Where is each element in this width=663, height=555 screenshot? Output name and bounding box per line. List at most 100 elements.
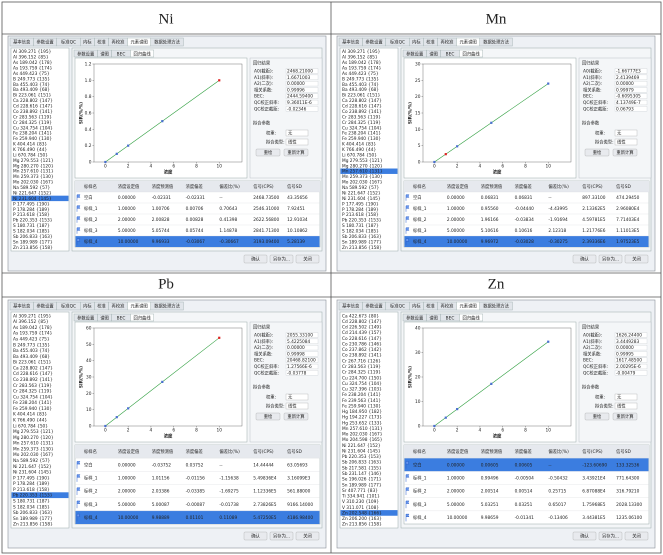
element-item[interactable]: Mn 257.610 {131} <box>13 169 54 175</box>
element-item[interactable]: Mo 202.030 {167} <box>342 180 383 186</box>
element-item[interactable]: Cr 283.563 {119} <box>342 114 381 120</box>
element-item[interactable]: P 213.618 {158} <box>342 212 379 218</box>
element-item[interactable]: Hg 253.652 {133} <box>342 420 382 426</box>
element-item[interactable]: P 213.618 {158} <box>13 212 50 218</box>
subtab[interactable] <box>130 49 154 58</box>
element-item[interactable]: P 178.284 {189} <box>13 207 50 213</box>
element-item[interactable]: Zn 213.856 {158} <box>13 522 53 528</box>
element-item[interactable]: Fe 259.940 {130} <box>13 406 52 412</box>
element-item[interactable]: Ca 228.802 {147} <box>13 365 53 371</box>
element-item[interactable]: Ba 493.409 {68} <box>13 354 50 360</box>
element-item[interactable]: Ni 221.647 {152} <box>13 190 52 196</box>
element-item[interactable]: Pb 220.353 {153} <box>13 218 53 224</box>
element-item[interactable]: Ca 228.802 {147} <box>13 98 53 104</box>
element-item[interactable]: Ni 221.647 {152} <box>342 190 381 196</box>
element-item[interactable]: K 404.414 {83} <box>13 142 48 148</box>
element-item[interactable]: S 180.731 {187} <box>13 498 50 504</box>
element-item[interactable]: As 189.042 {178} <box>342 60 382 66</box>
element-item[interactable]: S 180.731 {187} <box>342 223 379 229</box>
element-item[interactable]: Sb 231.147 {146} <box>342 471 382 477</box>
element-item[interactable]: P 178.284 {189} <box>342 207 379 213</box>
button[interactable] <box>269 254 294 264</box>
dropdown[interactable] <box>285 402 309 410</box>
element-item[interactable]: Mn 257.610 {131} <box>13 441 54 447</box>
element-item[interactable]: Cu 324.754 {104} <box>13 394 53 400</box>
tab[interactable] <box>479 37 513 47</box>
element-item[interactable]: B 249.773 {135} <box>13 76 50 82</box>
element-item[interactable]: Na 589.592 {57} <box>342 185 380 191</box>
button[interactable] <box>584 148 610 157</box>
element-item[interactable]: Mo 202.030 {167} <box>13 452 54 458</box>
element-item[interactable]: Cr 284.325 {119} <box>342 120 381 126</box>
element-item[interactable]: Na 589.592 {57} <box>13 185 51 191</box>
element-item[interactable]: Bi 223.061 {151} <box>342 93 381 99</box>
element-item[interactable]: S 182.034 {185} <box>342 228 379 234</box>
element-item[interactable]: Ba 455.403 {74} <box>13 82 50 88</box>
element-item[interactable]: Mg 280.270 {120} <box>13 435 54 441</box>
element-item[interactable]: Sn 189.989 {177} <box>342 239 382 245</box>
element-item[interactable]: Mo 204.598 {165} <box>342 437 383 443</box>
element-item[interactable]: Cd 228.802 {147} <box>342 319 382 325</box>
element-item[interactable]: Mo 202.030 {167} <box>342 432 383 438</box>
element-item[interactable]: Co 228.616 {147} <box>342 336 382 342</box>
element-item[interactable]: Li 670.784 {50} <box>13 152 48 158</box>
element-item[interactable]: Ni 231.604 {145} <box>342 196 381 202</box>
element-item[interactable]: Cr 284.325 {119} <box>342 370 381 376</box>
element-item[interactable]: Mn 257.610 {131} <box>342 426 383 432</box>
element-item[interactable]: Mg 280.270 {120} <box>342 163 383 169</box>
element-item[interactable]: Cr 284.325 {119} <box>13 389 52 395</box>
element-item[interactable]: As 193.759 {174} <box>13 331 53 337</box>
element-item[interactable]: As 449.423 {75} <box>13 71 50 77</box>
element-item[interactable]: Sn 189.989 {177} <box>13 516 53 522</box>
element-item[interactable]: Al 396.152 {85} <box>13 319 49 325</box>
element-item[interactable]: Ba 455.403 {74} <box>13 348 50 354</box>
element-item[interactable]: Co 238.892 {141} <box>13 377 53 383</box>
element-item[interactable]: Mn 259.373 {130} <box>342 174 383 180</box>
button[interactable] <box>612 148 638 157</box>
button[interactable] <box>269 531 294 541</box>
element-item[interactable]: Cr 267.716 {126} <box>342 358 381 364</box>
button[interactable] <box>283 412 309 421</box>
element-item[interactable]: Cr 283.563 {119} <box>13 383 52 389</box>
element-item[interactable]: Al 309.271 {195} <box>342 49 381 55</box>
element-item[interactable]: Ni 231.604 {145} <box>342 448 381 454</box>
element-item[interactable]: Cr 284.325 {119} <box>13 120 52 126</box>
element-item[interactable]: Co 237.862 {142} <box>342 347 382 353</box>
button[interactable] <box>295 254 320 264</box>
element-item[interactable]: Ni 231.604 {145} <box>13 196 52 202</box>
element-item[interactable]: Cr 283.563 {119} <box>13 114 52 120</box>
element-item[interactable]: Co 230.786 {146} <box>342 341 382 347</box>
element-item[interactable]: Zn 213.856 {158} <box>342 522 382 528</box>
element-item[interactable]: S 182.034 {185} <box>13 504 50 510</box>
element-item[interactable]: P 213.618 {158} <box>13 487 50 493</box>
element-item[interactable]: Cd 226.502 {149} <box>342 325 382 331</box>
element-item[interactable]: Fe 239.563 {141} <box>342 398 381 404</box>
button[interactable] <box>255 412 281 421</box>
element-item[interactable]: Zn 213.856 {158} <box>342 245 382 251</box>
button[interactable] <box>243 254 268 264</box>
element-item[interactable]: Sn 189.989 {177} <box>13 239 53 245</box>
element-item[interactable]: Ba 493.409 {68} <box>342 87 379 93</box>
element-item[interactable]: Se 196.026 {171} <box>342 477 382 483</box>
element-item[interactable]: Pb 220.353 {153} <box>342 454 382 460</box>
element-item[interactable]: K 766.490 {44} <box>13 147 48 153</box>
tab[interactable] <box>479 301 513 311</box>
dropdown[interactable] <box>614 393 638 401</box>
button[interactable] <box>255 148 281 157</box>
subtab[interactable] <box>459 49 483 58</box>
element-item[interactable]: K 766.490 {44} <box>342 147 377 153</box>
element-item[interactable]: Sn 189.989 {177} <box>342 482 382 488</box>
button[interactable] <box>612 412 638 421</box>
element-item[interactable]: Zn 206.200 {163} <box>342 516 382 522</box>
element-item[interactable]: Fe 238.204 {141} <box>342 392 381 398</box>
element-item[interactable]: Cu 324.754 {104} <box>13 125 53 131</box>
element-item[interactable]: Mg 279.553 {121} <box>342 158 383 164</box>
element-item[interactable]: Cd 228.616 {147} <box>13 104 53 110</box>
element-item[interactable]: S 182.034 {185} <box>13 228 50 234</box>
element-item[interactable]: Ba 493.409 {68} <box>13 87 50 93</box>
tab[interactable] <box>150 301 184 311</box>
element-item[interactable]: Co 238.892 {141} <box>342 353 382 359</box>
element-item[interactable]: As 449.423 {75} <box>13 337 50 343</box>
element-item[interactable]: Bi 223.061 {151} <box>13 360 52 366</box>
element-item[interactable]: Pb 220.353 {153} <box>13 493 53 499</box>
